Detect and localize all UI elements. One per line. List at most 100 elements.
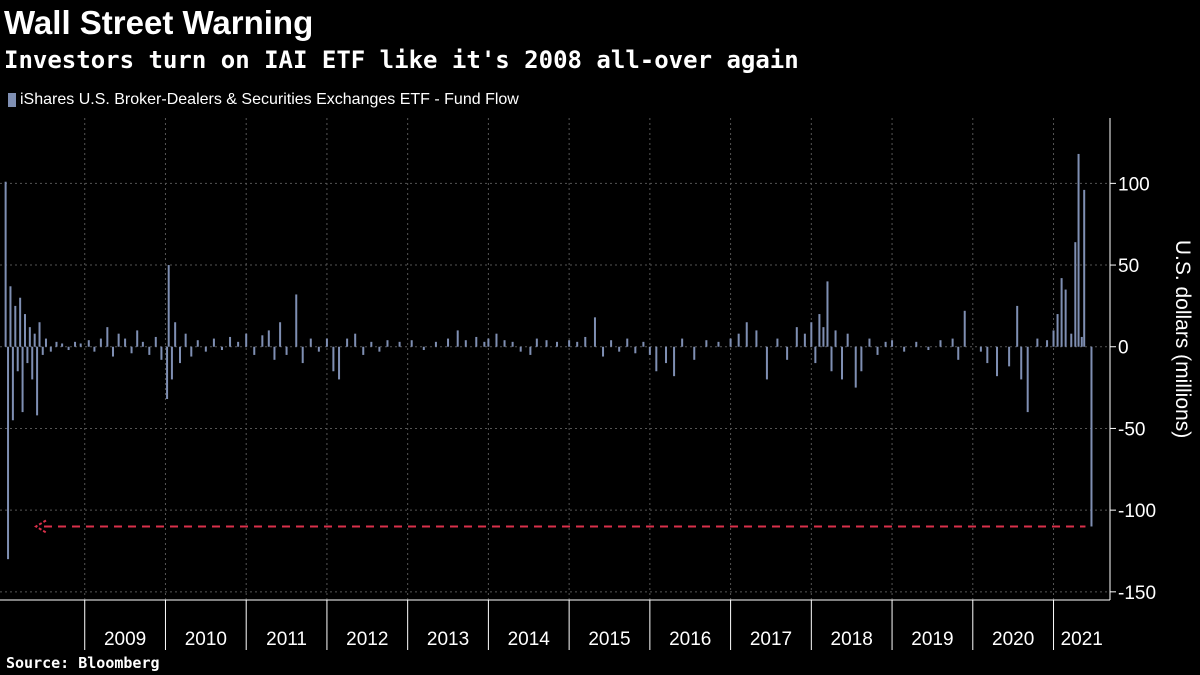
- x-tick-label: 2011: [266, 629, 307, 650]
- fund-flow-bar: [765, 346, 768, 380]
- fund-flow-bar: [190, 346, 193, 357]
- fund-flow-bar: [354, 333, 357, 347]
- reference-arrow-head: [34, 519, 47, 534]
- fund-flow-bar: [434, 341, 437, 347]
- fund-flow-bar: [370, 341, 373, 347]
- y-tick-label: 0: [1118, 338, 1129, 359]
- fund-flow-bar: [503, 340, 506, 347]
- fund-flow-bar: [1026, 346, 1029, 413]
- fund-flow-bar: [14, 305, 17, 347]
- fund-flow-bar: [111, 346, 114, 357]
- fund-flow-bar: [148, 346, 151, 355]
- fund-flow-bar: [141, 341, 144, 347]
- fund-flow-bar: [117, 333, 120, 347]
- fund-flow-bar: [124, 338, 127, 347]
- fund-flow-bar: [295, 294, 298, 347]
- fund-flow-bar: [87, 340, 90, 347]
- fund-flow-bar: [1083, 189, 1086, 347]
- fund-flow-bar: [23, 314, 26, 347]
- x-tick-label: 2016: [669, 629, 711, 650]
- x-tick-label: 2015: [588, 629, 630, 650]
- fund-flow-bar: [475, 336, 478, 347]
- fund-flow-bar: [1064, 289, 1067, 347]
- fund-flow-bar: [545, 340, 548, 347]
- y-axis-title: U.S. dollars (millions): [1171, 240, 1194, 438]
- fund-flow-bar: [21, 346, 24, 413]
- fund-flow-bar: [67, 346, 70, 351]
- fund-flow-bar: [338, 346, 341, 380]
- fund-flow-bar: [810, 322, 813, 347]
- fund-flow-bar: [745, 322, 748, 347]
- legend-swatch: [8, 93, 16, 107]
- fund-flow-bar: [325, 338, 328, 347]
- fund-flow-bar: [38, 322, 41, 347]
- fund-flow-bar: [634, 346, 637, 354]
- fund-flow-bar: [447, 338, 450, 347]
- fund-flow-bar: [529, 346, 532, 355]
- fund-flow-bar: [136, 330, 139, 347]
- fund-flow-bar: [705, 340, 708, 347]
- fund-flow-bar: [939, 340, 942, 347]
- fund-flow-bar: [346, 338, 349, 347]
- x-tick-label: 2021: [1061, 629, 1103, 650]
- fund-flow-bar: [618, 346, 621, 352]
- y-tick-label: -100: [1118, 501, 1156, 522]
- fund-flow-bar: [795, 327, 798, 347]
- fund-flow-bar: [826, 281, 829, 347]
- fund-flow-bar: [99, 338, 102, 347]
- fund-flow-bar: [106, 327, 109, 347]
- fund-flow-bar: [986, 346, 989, 364]
- fund-flow-bar: [755, 330, 758, 347]
- fund-flow-bar: [212, 338, 215, 347]
- fund-flow-bar: [665, 346, 668, 364]
- y-tick-label: -150: [1118, 583, 1156, 604]
- fund-flow-bar: [26, 346, 29, 364]
- fund-flow-bar: [1060, 278, 1063, 347]
- fund-flow-bar: [717, 341, 720, 347]
- fund-flow-bar: [602, 346, 605, 357]
- fund-flow-bar: [31, 346, 34, 380]
- x-tick-label: 2017: [750, 629, 792, 650]
- fund-flow-bar: [253, 346, 256, 355]
- fund-flow-bar: [36, 346, 39, 416]
- fund-flow-bar: [556, 341, 559, 347]
- chart-title: Wall Street Warning: [4, 4, 314, 41]
- x-tick-label: 2019: [911, 629, 953, 650]
- fund-flow-bar: [16, 346, 19, 372]
- fund-flow-bar: [422, 346, 425, 351]
- fund-flow-bar: [267, 330, 270, 347]
- fund-flow-bar: [963, 310, 966, 347]
- fund-flow-bar: [1020, 346, 1023, 380]
- fund-flow-bar: [196, 340, 199, 347]
- fund-flow-bar: [884, 341, 887, 347]
- x-tick-label: 2018: [831, 629, 873, 650]
- fund-flow-bar: [174, 322, 177, 347]
- fund-flow-bar: [957, 346, 960, 360]
- fund-flow-bar: [841, 346, 844, 380]
- x-tick-label: 2010: [185, 629, 227, 650]
- fund-flow-bar: [49, 346, 52, 352]
- fund-flow-bar: [19, 297, 22, 347]
- fund-flow-bar: [1016, 305, 1019, 347]
- fund-flow-bar: [1077, 153, 1080, 347]
- fund-flow-bar: [456, 330, 459, 347]
- fund-flow-bar: [362, 346, 365, 355]
- fund-flow-bar: [519, 346, 522, 352]
- fund-flow-bar: [261, 335, 264, 347]
- fund-flow-bar: [673, 346, 676, 377]
- fund-flow-bar: [927, 346, 930, 351]
- fund-flow-bar: [1052, 330, 1055, 347]
- bar-layer: [4, 153, 1093, 560]
- fund-flow-bar: [33, 333, 36, 347]
- fund-flow-bar: [160, 346, 163, 360]
- fund-flow-bar: [79, 343, 82, 347]
- fund-flow-bar: [154, 336, 157, 347]
- legend: iShares U.S. Broker-Dealers & Securities…: [8, 91, 519, 109]
- fund-flow-bar: [332, 346, 335, 372]
- fund-flow-bar: [822, 327, 825, 347]
- fund-flow-bar: [166, 346, 169, 400]
- source-note: Source: Bloomberg: [6, 654, 160, 672]
- fund-flow-bar: [903, 346, 906, 352]
- fund-flow-bar: [483, 341, 486, 347]
- y-tick-label: -50: [1118, 419, 1145, 440]
